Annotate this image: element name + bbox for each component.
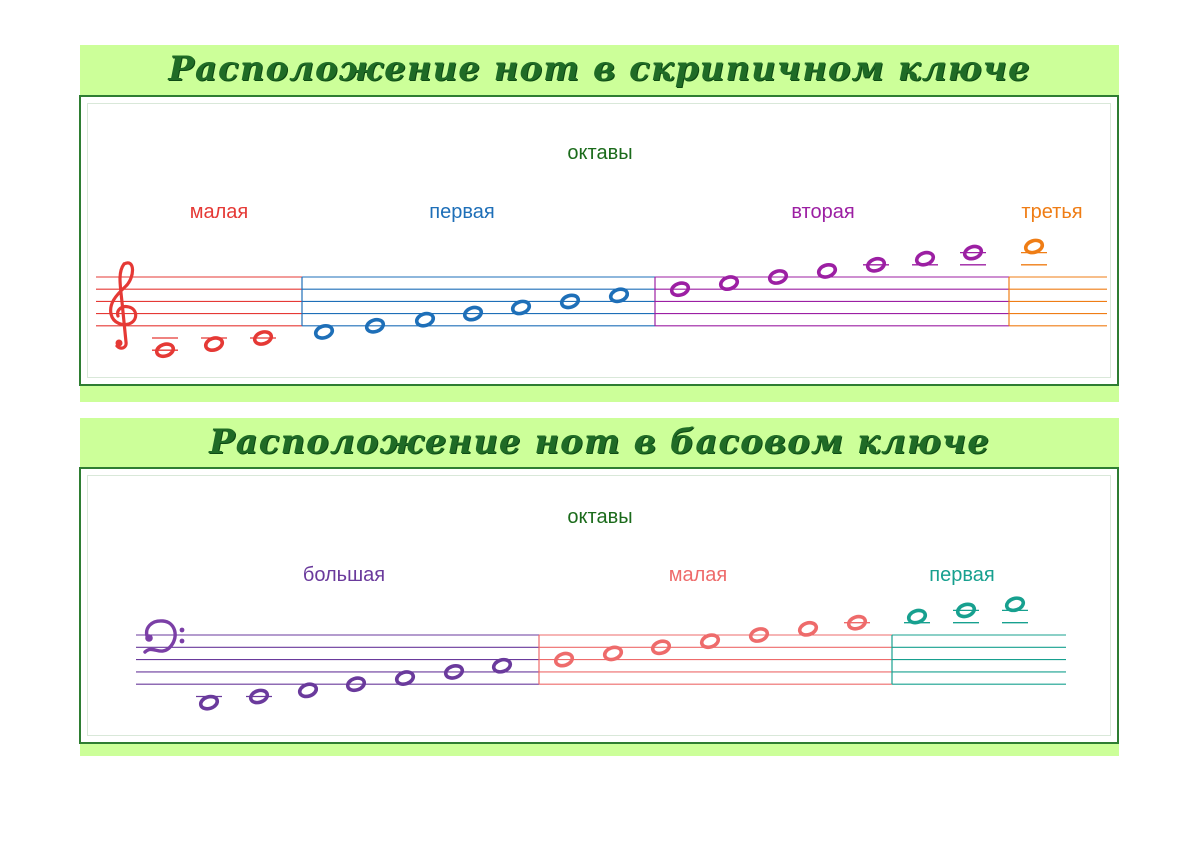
note-head bbox=[650, 639, 672, 656]
treble-panel-title: Расположение нот в скрипичном ключе bbox=[168, 49, 1031, 89]
note-head bbox=[313, 323, 335, 340]
note-head bbox=[443, 663, 465, 680]
note-head bbox=[491, 657, 513, 674]
note-head bbox=[203, 336, 225, 353]
note-head bbox=[699, 633, 721, 650]
note-head bbox=[955, 602, 977, 619]
note-head bbox=[718, 275, 740, 292]
note-head bbox=[846, 614, 868, 631]
treble-octave-label-vtoraya: вторая bbox=[791, 201, 854, 223]
note-head bbox=[767, 269, 789, 285]
note-head bbox=[364, 317, 386, 334]
bass-clef-icon bbox=[143, 619, 185, 654]
treble-octave-label-tretya: третья bbox=[1021, 201, 1082, 223]
note-head bbox=[816, 262, 838, 279]
note-head bbox=[1023, 238, 1045, 255]
note-head bbox=[797, 620, 819, 637]
note-head bbox=[553, 651, 575, 668]
bass-staff bbox=[136, 596, 1066, 711]
note-head bbox=[154, 342, 176, 359]
note-head bbox=[559, 293, 581, 310]
note-head bbox=[669, 281, 691, 298]
note-head bbox=[414, 311, 436, 328]
note-head bbox=[297, 682, 319, 699]
treble-clef-icon bbox=[109, 261, 138, 350]
bass-octave-label-malaya: малая bbox=[669, 564, 728, 586]
note-head bbox=[462, 305, 484, 322]
note-head bbox=[608, 287, 630, 304]
note-head bbox=[345, 676, 367, 693]
note-head bbox=[865, 256, 887, 273]
bass-panel-title: Расположение нот в басовом ключе bbox=[209, 422, 990, 462]
note-head bbox=[394, 670, 416, 686]
note-head bbox=[906, 608, 928, 625]
note-head bbox=[248, 688, 270, 705]
note-head bbox=[602, 645, 624, 662]
note-head bbox=[748, 627, 770, 643]
treble-staff bbox=[96, 238, 1107, 359]
note-head bbox=[962, 244, 984, 261]
note-head bbox=[198, 694, 220, 711]
treble-octave-label-malaya: малая bbox=[190, 201, 249, 223]
bass-octave-label-pervaya: первая bbox=[929, 564, 994, 586]
note-head bbox=[510, 299, 532, 316]
note-head bbox=[252, 330, 274, 346]
bass-octaves-heading: октавы bbox=[567, 506, 632, 528]
note-head bbox=[914, 250, 936, 267]
treble-octave-label-pervaya: первая bbox=[429, 201, 494, 223]
treble-octaves-heading: октавы bbox=[567, 142, 632, 164]
bass-octave-label-bolshaya: большая bbox=[303, 564, 385, 586]
bass-staff-box bbox=[79, 467, 1119, 744]
note-head bbox=[1004, 596, 1026, 613]
